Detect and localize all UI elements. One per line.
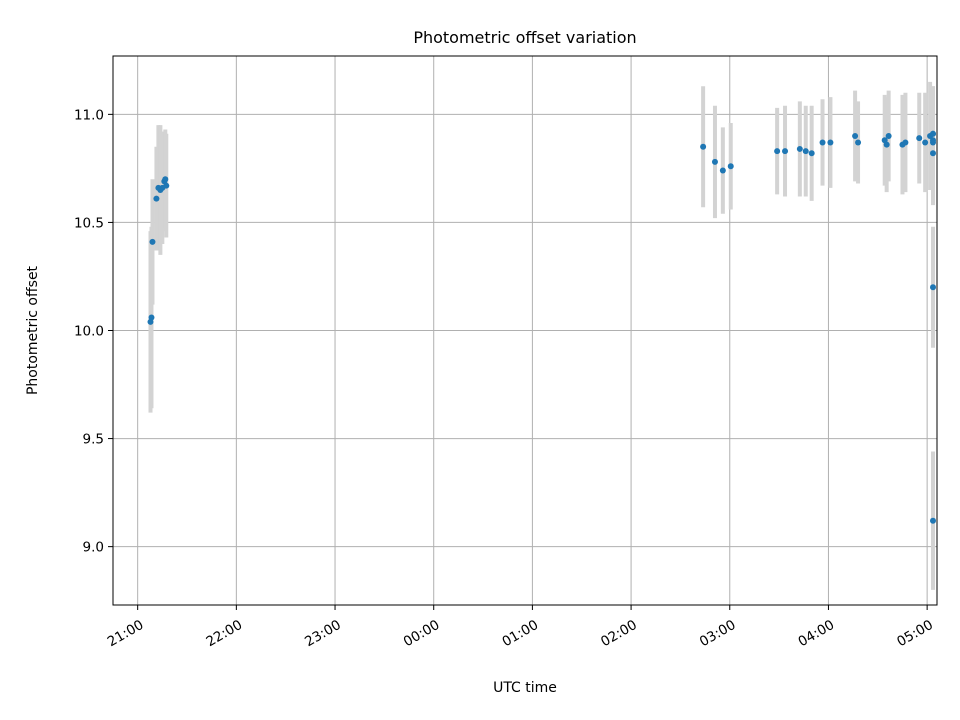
y-tick-label: 10.0: [74, 324, 104, 340]
data-point: [819, 139, 826, 146]
x-axis-label: UTC time: [493, 680, 557, 696]
data-point: [930, 284, 936, 291]
data-point: [827, 139, 834, 146]
y-tick-label: 9.0: [83, 540, 104, 556]
data-point: [885, 132, 892, 139]
data-point: [922, 139, 929, 146]
y-axis-label: Photometric offset: [25, 265, 41, 395]
chart-title: Photometric offset variation: [413, 28, 636, 47]
data-point: [916, 135, 923, 142]
data-point: [719, 167, 726, 174]
data-point: [774, 148, 781, 155]
data-point: [711, 158, 718, 165]
y-tick-label: 10.5: [74, 215, 104, 231]
data-point: [149, 238, 156, 245]
data-point: [148, 314, 155, 321]
data-point: [852, 132, 859, 139]
data-point: [930, 517, 936, 524]
data-point: [163, 182, 170, 189]
data-point: [796, 145, 803, 152]
data-point: [930, 137, 936, 144]
data-point: [930, 150, 936, 157]
data-points: [147, 130, 936, 524]
data-point: [883, 141, 890, 148]
y-tick-label: 11.0: [74, 107, 104, 123]
y-tick-label: 9.5: [83, 432, 104, 448]
data-point: [855, 139, 862, 146]
data-point: [782, 148, 789, 155]
data-point: [802, 148, 809, 155]
data-point: [700, 143, 707, 150]
data-point: [930, 130, 936, 137]
data-point: [808, 150, 815, 157]
data-point: [727, 163, 734, 170]
data-point: [153, 195, 160, 202]
data-point: [162, 176, 169, 183]
data-point: [902, 139, 909, 146]
